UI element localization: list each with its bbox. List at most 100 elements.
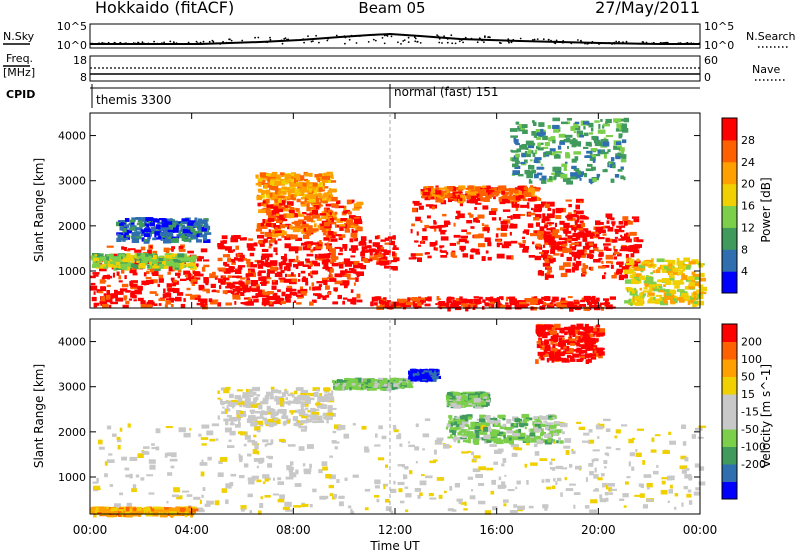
power-cell — [474, 207, 477, 210]
velocity-cell — [569, 464, 572, 468]
velocity-cell — [647, 483, 653, 487]
velocity-cell — [309, 398, 314, 401]
power-cell — [293, 183, 300, 187]
power-cell — [103, 275, 108, 279]
nsearch-point — [344, 43, 346, 45]
nsearch-point — [613, 42, 615, 44]
nsearch-point — [556, 40, 558, 42]
power-cell — [581, 268, 586, 272]
power-cell — [132, 295, 137, 298]
power-cell — [564, 167, 567, 171]
power-cell — [198, 296, 201, 298]
power-cell — [315, 254, 318, 258]
power-cell — [306, 213, 311, 215]
power-cell — [146, 224, 149, 228]
power-cell — [240, 238, 243, 241]
nsearch-point — [124, 43, 126, 45]
power-cell — [282, 292, 286, 297]
velocity-cell — [184, 433, 191, 438]
power-cell — [538, 147, 544, 150]
nsearch-point — [616, 42, 618, 44]
power-cell — [225, 246, 232, 251]
power-cell — [424, 225, 429, 228]
velocity-cell — [684, 486, 688, 489]
power-cell — [304, 228, 307, 232]
power-cell — [258, 209, 266, 213]
power-cell — [497, 240, 502, 242]
power-cell — [549, 236, 554, 239]
velocity-cell — [203, 487, 206, 491]
power-cell — [175, 263, 179, 266]
velocity-cell — [267, 443, 273, 445]
power-cell — [542, 213, 545, 216]
power-cell — [545, 142, 550, 146]
velocity-cell — [172, 495, 179, 498]
velocity-cell — [640, 493, 645, 498]
power-cell — [576, 175, 580, 179]
power-cell — [551, 136, 556, 140]
power-cell — [572, 144, 577, 147]
power-cell — [635, 291, 638, 295]
power-cell — [510, 224, 517, 228]
velocity-cell — [289, 505, 291, 507]
velocity-cell — [201, 472, 205, 477]
power-cell — [603, 124, 610, 127]
power-cell — [240, 255, 245, 259]
power-cell — [590, 236, 594, 239]
velocity-cell — [465, 424, 470, 426]
power-cell — [129, 299, 132, 301]
power-cell — [297, 199, 301, 203]
power-cell — [153, 255, 157, 260]
power-cell — [450, 243, 456, 246]
velocity-cell — [239, 405, 242, 408]
nsearch-point — [142, 41, 144, 43]
nsearch-point — [698, 43, 700, 45]
velocity-cell — [309, 464, 312, 469]
nsearch-point — [436, 34, 438, 36]
nsearch-point — [315, 35, 317, 37]
power-cell — [298, 246, 302, 250]
power-cell — [552, 167, 558, 172]
power-cell — [534, 135, 537, 138]
power-cell — [326, 197, 331, 200]
power-cell — [209, 273, 215, 278]
velocity-cell — [198, 434, 201, 437]
velocity-cell — [267, 419, 274, 423]
velocity-cell — [535, 424, 541, 427]
velocity-cell — [143, 446, 150, 449]
velocity-cell — [661, 477, 667, 479]
power-cell — [616, 141, 621, 145]
power-cell — [344, 258, 350, 262]
velocity-cell — [634, 495, 640, 497]
power-cell — [166, 298, 173, 300]
power-cell — [501, 233, 507, 237]
nsearch-point — [408, 37, 410, 39]
power-cell — [522, 240, 526, 244]
power-cell — [568, 296, 573, 298]
nsearch-point — [441, 42, 443, 44]
velocity-cell — [286, 402, 290, 404]
power-cell — [150, 291, 157, 294]
power-cell — [608, 227, 614, 232]
nsearch-point — [120, 43, 122, 45]
velocity-cell — [385, 499, 390, 503]
velocity-cell — [621, 424, 627, 426]
power-cell — [630, 272, 637, 274]
velocity-cell — [498, 449, 504, 453]
power-cell — [537, 143, 541, 147]
velocity-cell — [107, 459, 115, 463]
power-cell — [417, 231, 419, 235]
power-cell — [435, 241, 437, 246]
power-cell — [417, 302, 421, 306]
power-cell — [653, 266, 656, 268]
velocity-cell — [225, 401, 230, 404]
power-cell — [541, 297, 546, 300]
power-cell — [545, 275, 549, 280]
power-cell — [598, 130, 606, 134]
velocity-cell — [446, 427, 448, 430]
velocity-cell — [585, 505, 590, 509]
power-cell — [636, 259, 639, 262]
velocity-cell — [503, 458, 507, 463]
power-cell — [269, 240, 271, 243]
